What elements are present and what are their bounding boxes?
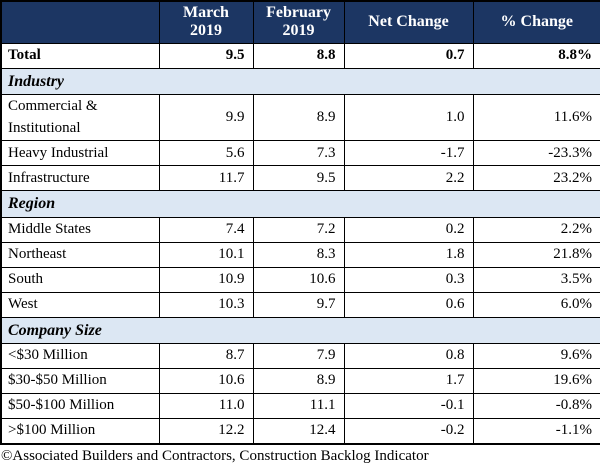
february-value-cell: 8.9 [252,93,345,142]
net-change-value-cell: 0.3 [343,266,474,293]
section-title: Region [0,190,600,218]
section-title: Industry [0,67,600,95]
source-attribution: ©Associated Builders and Contractors, Co… [1,447,429,464]
row-heavy-industrial: Heavy Industrial 5.6 7.3 -1.7 -23.3% [0,140,600,167]
february-value-cell: 12.4 [252,417,345,445]
row-label: $30-$50 Million [0,367,160,394]
net-change-value-cell: 1.0 [343,93,474,142]
row-northeast: Northeast 10.1 8.3 1.8 21.8% [0,241,600,268]
february-value-cell: 7.3 [252,140,345,167]
row-infrastructure: Infrastructure 11.7 9.5 2.2 23.2% [0,165,600,192]
february-value-cell: 7.2 [252,216,345,243]
net-change-value-cell: 0.6 [343,291,474,318]
row-under-30-million: <$30 Million 8.7 7.9 0.8 9.6% [0,342,600,369]
net-change-value-cell: 0.8 [343,342,474,369]
february-value-cell: 10.6 [252,266,345,293]
pct-change-value-cell: -0.8% [472,392,600,419]
net-change-value-cell: -0.2 [343,417,474,445]
february-value-cell: 9.5 [252,165,345,192]
backlog-table: March 2019 February 2019 Net Change % Ch… [0,0,600,445]
net-change-value-cell: -0.1 [343,392,474,419]
total-row: Total 9.5 8.8 0.7 8.8% [0,42,600,69]
section-row-region: Region [0,190,600,218]
row-commercial-institutional: Commercial & Institutional 9.9 8.9 1.0 1… [0,93,600,142]
pct-change-value-cell: 3.5% [472,266,600,293]
row-south: South 10.9 10.6 0.3 3.5% [0,266,600,293]
pct-change-value-cell: 11.6% [472,93,600,142]
pct-change-value-cell: 8.8% [472,42,600,69]
pct-change-value-cell: -23.3% [472,140,600,167]
net-change-value-cell: 0.2 [343,216,474,243]
row-30-50-million: $30-$50 Million 10.6 8.9 1.7 19.6% [0,367,600,394]
row-label: Infrastructure [0,165,160,192]
row-label: Heavy Industrial [0,140,160,167]
col-header-february: February 2019 [252,0,345,44]
pct-change-value-cell: -1.1% [472,417,600,445]
col-header-pct-change: % Change [472,0,600,44]
row-label: Total [0,42,160,69]
march-value-cell: 11.0 [158,392,254,419]
march-value-cell: 10.6 [158,367,254,394]
net-change-value-cell: 0.7 [343,42,474,69]
row-middle-states: Middle States 7.4 7.2 0.2 2.2% [0,216,600,243]
net-change-value-cell: 2.2 [343,165,474,192]
corner-cell [0,0,160,44]
pct-change-value-cell: 23.2% [472,165,600,192]
row-label: $50-$100 Million [0,392,160,419]
february-value-cell: 8.9 [252,367,345,394]
march-value-cell: 10.3 [158,291,254,318]
row-west: West 10.3 9.7 0.6 6.0% [0,291,600,318]
net-change-value-cell: -1.7 [343,140,474,167]
net-change-value-cell: 1.8 [343,241,474,268]
row-label: Commercial & Institutional [0,93,160,142]
row-label: <$30 Million [0,342,160,369]
march-value-cell: 7.4 [158,216,254,243]
row-label: Middle States [0,216,160,243]
row-over-100-million: >$100 Million 12.2 12.4 -0.2 -1.1% [0,417,600,445]
pct-change-value-cell: 6.0% [472,291,600,318]
march-value-cell: 10.1 [158,241,254,268]
section-row-industry: Industry [0,67,600,95]
net-change-value-cell: 1.7 [343,367,474,394]
february-value-cell: 8.3 [252,241,345,268]
march-value-cell: 12.2 [158,417,254,445]
header-row: March 2019 February 2019 Net Change % Ch… [0,0,600,44]
row-label: >$100 Million [0,417,160,445]
pct-change-value-cell: 19.6% [472,367,600,394]
row-label: Northeast [0,241,160,268]
february-value-cell: 11.1 [252,392,345,419]
section-row-company-size: Company Size [0,316,600,344]
row-label: South [0,266,160,293]
march-value-cell: 9.9 [158,93,254,142]
march-value-cell: 8.7 [158,342,254,369]
march-value-cell: 10.9 [158,266,254,293]
col-header-march: March 2019 [158,0,254,44]
pct-change-value-cell: 2.2% [472,216,600,243]
february-value-cell: 7.9 [252,342,345,369]
march-value-cell: 11.7 [158,165,254,192]
section-title: Company Size [0,316,600,344]
pct-change-value-cell: 9.6% [472,342,600,369]
col-header-net-change: Net Change [343,0,474,44]
pct-change-value-cell: 21.8% [472,241,600,268]
march-value-cell: 5.6 [158,140,254,167]
february-value-cell: 9.7 [252,291,345,318]
row-label: West [0,291,160,318]
march-value-cell: 9.5 [158,42,254,69]
row-50-100-million: $50-$100 Million 11.0 11.1 -0.1 -0.8% [0,392,600,419]
february-value-cell: 8.8 [252,42,345,69]
